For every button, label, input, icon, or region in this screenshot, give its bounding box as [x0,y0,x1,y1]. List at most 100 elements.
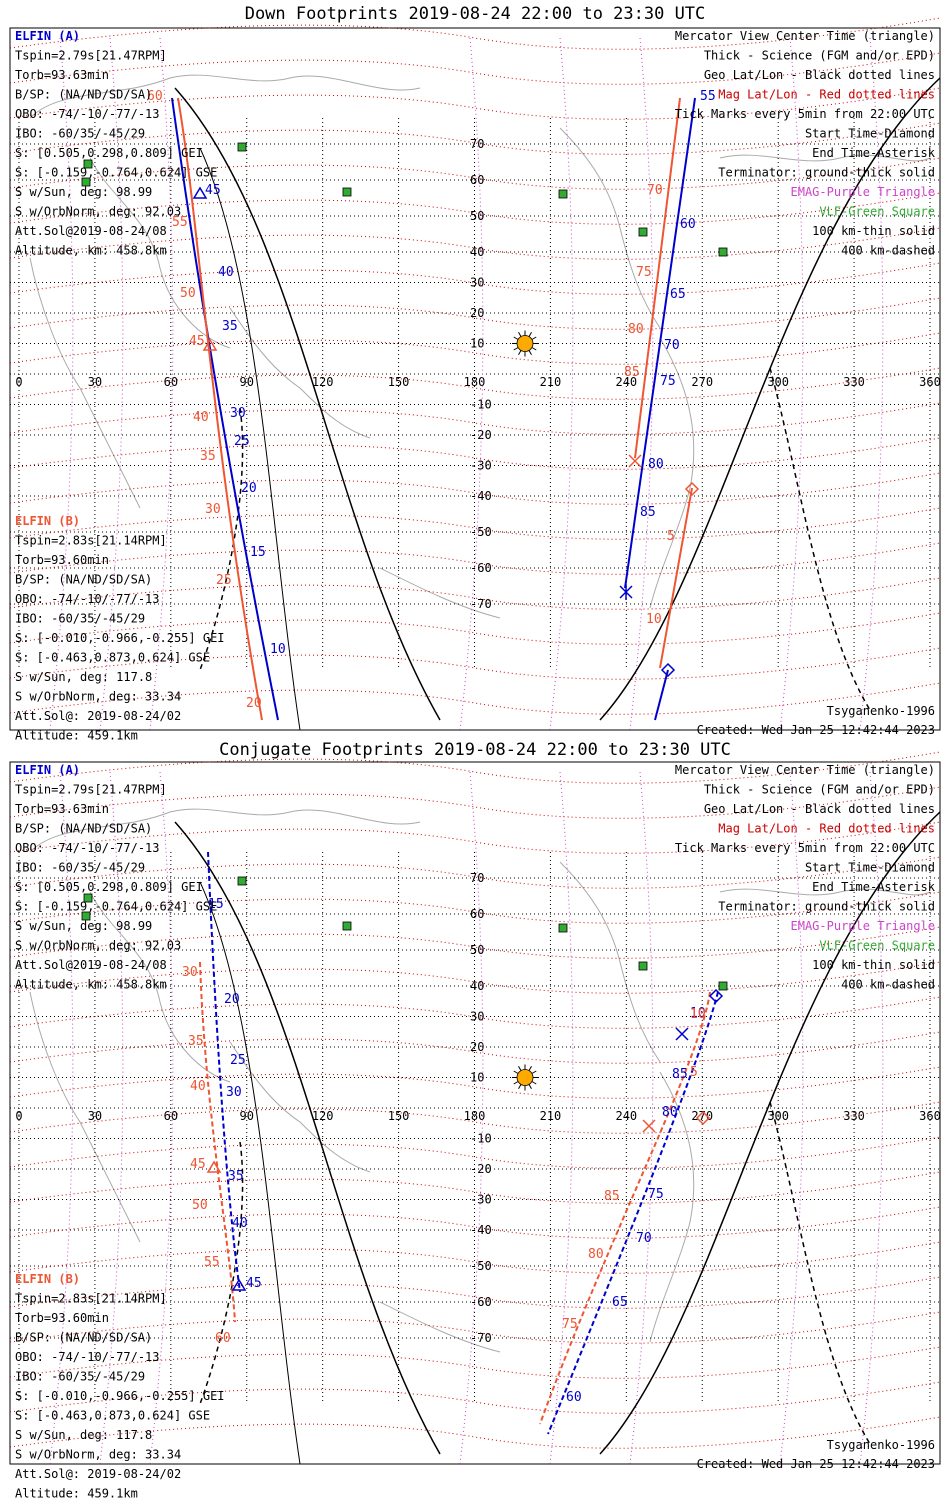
lon-tick-label: 180 [464,375,486,389]
elfin-a-tick-label: 45 [205,183,221,198]
elfin-a-s-gei: S: [0.505,0.298,0.809] GEI [15,880,203,894]
vlf-station-square [718,981,728,991]
mag-lat-line [9,751,941,784]
mag-lat-line [9,961,941,994]
lat-tick-label: -20 [470,1162,492,1176]
elfin-a-s-sun: S w/Sun, deg: 98.99 [15,919,152,933]
elfin-b-header: ELFIN (B) [15,1272,80,1286]
elfin-a-tick-label: 10 [270,642,286,657]
elfin-b-tick-label: 45 [189,334,205,349]
elfin-b-alt: Altitude: 459.1km [15,1487,138,1500]
elfin-b-tick-label: 40 [193,410,209,425]
mag-lat-line [9,262,941,295]
elfin-a-s-sun: S w/Sun, deg: 98.99 [15,185,152,199]
down-panel-title: Down Footprints 2019-08-24 22:00 to 23:3… [244,4,706,24]
lon-tick-label: 240 [615,375,637,389]
vlf-station-square [638,961,648,971]
elfin-b-tick-label: 30 [205,502,221,517]
elfin-a-torb: Torb=93.63min [15,68,109,82]
elfin-b-bsp: B/SP: (NA/ND/SD/SA) [15,573,152,587]
elfin-a-tick-label: 30 [230,406,246,421]
elfin-a-start-diamond [708,988,724,1004]
elfin-b-center-triangle [206,1160,222,1173]
elfin-b-tick-label: 70 [647,183,663,198]
elfin-b-center-triangle [202,338,218,351]
elfin-b-tick-label: 60 [147,89,163,104]
elfin-b-tick-label: 40 [190,1079,206,1094]
lat-tick-label: -60 [470,561,492,575]
elfin-b-s-sun: S w/Sun, deg: 117.8 [15,670,152,684]
mag-lat-line [9,227,941,260]
elfin-b-alt: Altitude: 459.1km [15,729,138,741]
mag-lat-line [9,612,941,645]
elfin-b-s-gse: S: [-0.463,0.873,0.624] GSE [15,1409,210,1423]
lat-tick-label: 20 [470,306,484,320]
elfin-a-s-orb: S w/OrbNorm, deg: 92.03 [15,205,181,219]
elfin-b-s-gei: S: [-0.010,-0.966,-0.255] GEI [15,631,225,645]
mag-lat-line [9,192,941,225]
elfin-b-tick-label: 30 [182,965,198,980]
elfin-b-tick-label: 10 [646,612,662,627]
elfin-a-track-left [207,851,241,1293]
terminator-ground [174,821,441,1455]
mag-lat-line [9,1206,941,1239]
mag-lat-line [9,577,941,610]
elfin-b-tick-label: 80 [628,322,644,337]
elfin-b-tick-label: 75 [636,265,652,280]
coastline-0 [29,74,421,119]
elfin-a-tick-label: 45 [246,1276,262,1291]
down-footprints-map: 70 60 50 40 30 20 10 -10 -20 -30 -40 -50 -60 -70 0 30 60… [9,17,941,741]
coastline-2 [229,307,371,439]
legend-line-7: End Time-Asterisk [812,146,936,160]
legend-line-9: EMAG-Purple Triangle [791,919,936,933]
legend-line-8: Terminator: ground-thick solid [718,900,935,914]
elfin-a-tick-label: 40 [218,265,234,280]
elfin-b-s-gse: S: [-0.463,0.873,0.624] GSE [15,651,210,665]
mag-lat-line [9,367,941,400]
terminator-400km-left [199,1141,244,1405]
elfin-a-tick-label: 20 [241,481,257,496]
lat-tick-label: -40 [470,1223,492,1237]
coastline-3 [559,861,661,1063]
elfin-b-end-asterisk [642,1119,656,1133]
vlf-station-square [81,177,91,187]
elfin-b-obo: OBO: -74/-10/-77/-13 [15,592,160,606]
mag-lat-line [9,1381,941,1414]
elfin-b-tick-label: 10 [690,1007,706,1022]
lon-tick-label: 210 [540,375,562,389]
lat-tick-label: 70 [470,137,484,151]
mag-lat-line [9,926,941,959]
elfin-a-obo: OBO: -74/-10/-77/-13 [15,107,160,121]
elfin-b-start-diamond [695,1110,711,1126]
terminator-400km [769,1101,871,1445]
elfin-b-ibo: IBO: -60/35/-45/29 [15,612,145,626]
sun-ray [518,331,522,337]
sun-ray [513,347,519,351]
elfin-b-tspin: Tspin=2.83s[21.14RPM] [15,1292,167,1306]
legend-line-12: 400 km-dashed [841,978,935,992]
mag-lat-line [9,647,941,680]
created-timestamp: Created: Wed Jan 25 12:42:44 2023 [697,723,935,737]
elfin-b-tick-label: 25 [216,573,232,588]
legend-line-1: Mercator View Center Time (triangle) [675,763,935,777]
mag-lat-line [9,332,941,365]
elfin-b-tick-label: 80 [588,1247,604,1262]
elfin-b-tick-label: 5 [667,529,675,544]
legend-line-2: Thick - Science (FGM and/or EPD) [704,783,935,797]
elfin-b-att: Att.Sol@: 2019-08-24/02 [15,709,181,723]
elfin-a-tick-label: 60 [680,217,696,232]
lon-tick-label: 120 [312,375,334,389]
legend-line-12: 400 km-dashed [841,244,935,258]
elfin-a-tspin: Tspin=2.79s[21.47RPM] [15,49,167,63]
lon-tick-label: 150 [388,375,410,389]
elfin-b-track-right-lower [659,487,693,669]
coastline-7 [719,888,931,896]
elfin-b-tick-label: 75 [562,1317,578,1332]
lat-tick-label: 20 [470,1040,484,1054]
coastline-4 [649,1071,695,1343]
elfin-a-ibo: IBO: -60/35/-45/29 [15,127,145,141]
vlf-station-square [558,923,568,933]
lon-tick-label: 330 [843,1109,865,1123]
terminator-ground [174,87,441,721]
elfin-a-s-orb: S w/OrbNorm, deg: 92.03 [15,939,181,953]
